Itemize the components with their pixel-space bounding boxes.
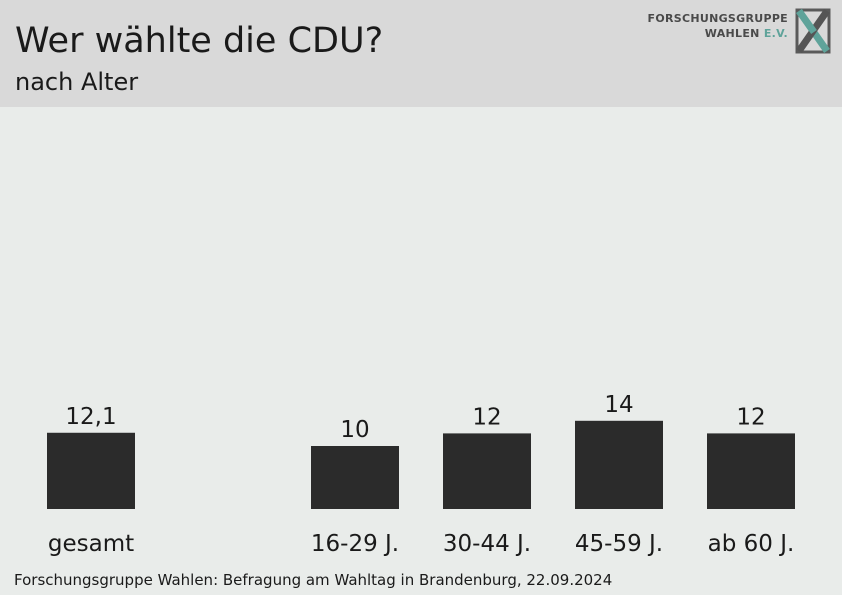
bar-1 — [311, 446, 399, 509]
bar-0 — [47, 432, 135, 509]
bar-value-label: 10 — [340, 417, 369, 443]
source-note: Forschungsgruppe Wahlen: Befragung am Wa… — [14, 571, 613, 589]
ballot-x-icon — [795, 8, 831, 54]
bar-chart: 12,1 gesamt 10 16-29 J. 12 30-44 J. 14 45-59 J.… — [47, 392, 795, 557]
bar-4 — [707, 433, 795, 509]
chart-subtitle: nach Alter — [15, 68, 139, 96]
header-band: Wer wählte die CDU? nach Alter FORSCHUNG… — [0, 0, 842, 107]
logo-text-line1: FORSCHUNGSGRUPPE — [647, 12, 788, 25]
logo-text-wahlen: WAHLEN — [704, 27, 760, 40]
category-label: ab 60 J. — [708, 531, 795, 557]
category-label: 45-59 J. — [575, 531, 663, 557]
bar-value-label: 12 — [736, 404, 765, 430]
bar-value-label: 12 — [472, 404, 501, 430]
bar-2 — [443, 433, 531, 509]
category-label: gesamt — [48, 531, 134, 557]
category-label: 30-44 J. — [443, 531, 531, 557]
bar-3 — [575, 420, 663, 509]
bar-value-label: 12,1 — [65, 404, 116, 430]
chart-title: Wer wählte die CDU? — [15, 21, 384, 61]
bar-value-label: 14 — [604, 392, 633, 418]
logo-text-ev: E.V. — [763, 27, 788, 40]
logo: FORSCHUNGSGRUPPE WAHLEN E.V. — [640, 8, 836, 56]
category-label: 16-29 J. — [311, 531, 399, 557]
logo-text-line2: WAHLEN E.V. — [705, 27, 788, 40]
